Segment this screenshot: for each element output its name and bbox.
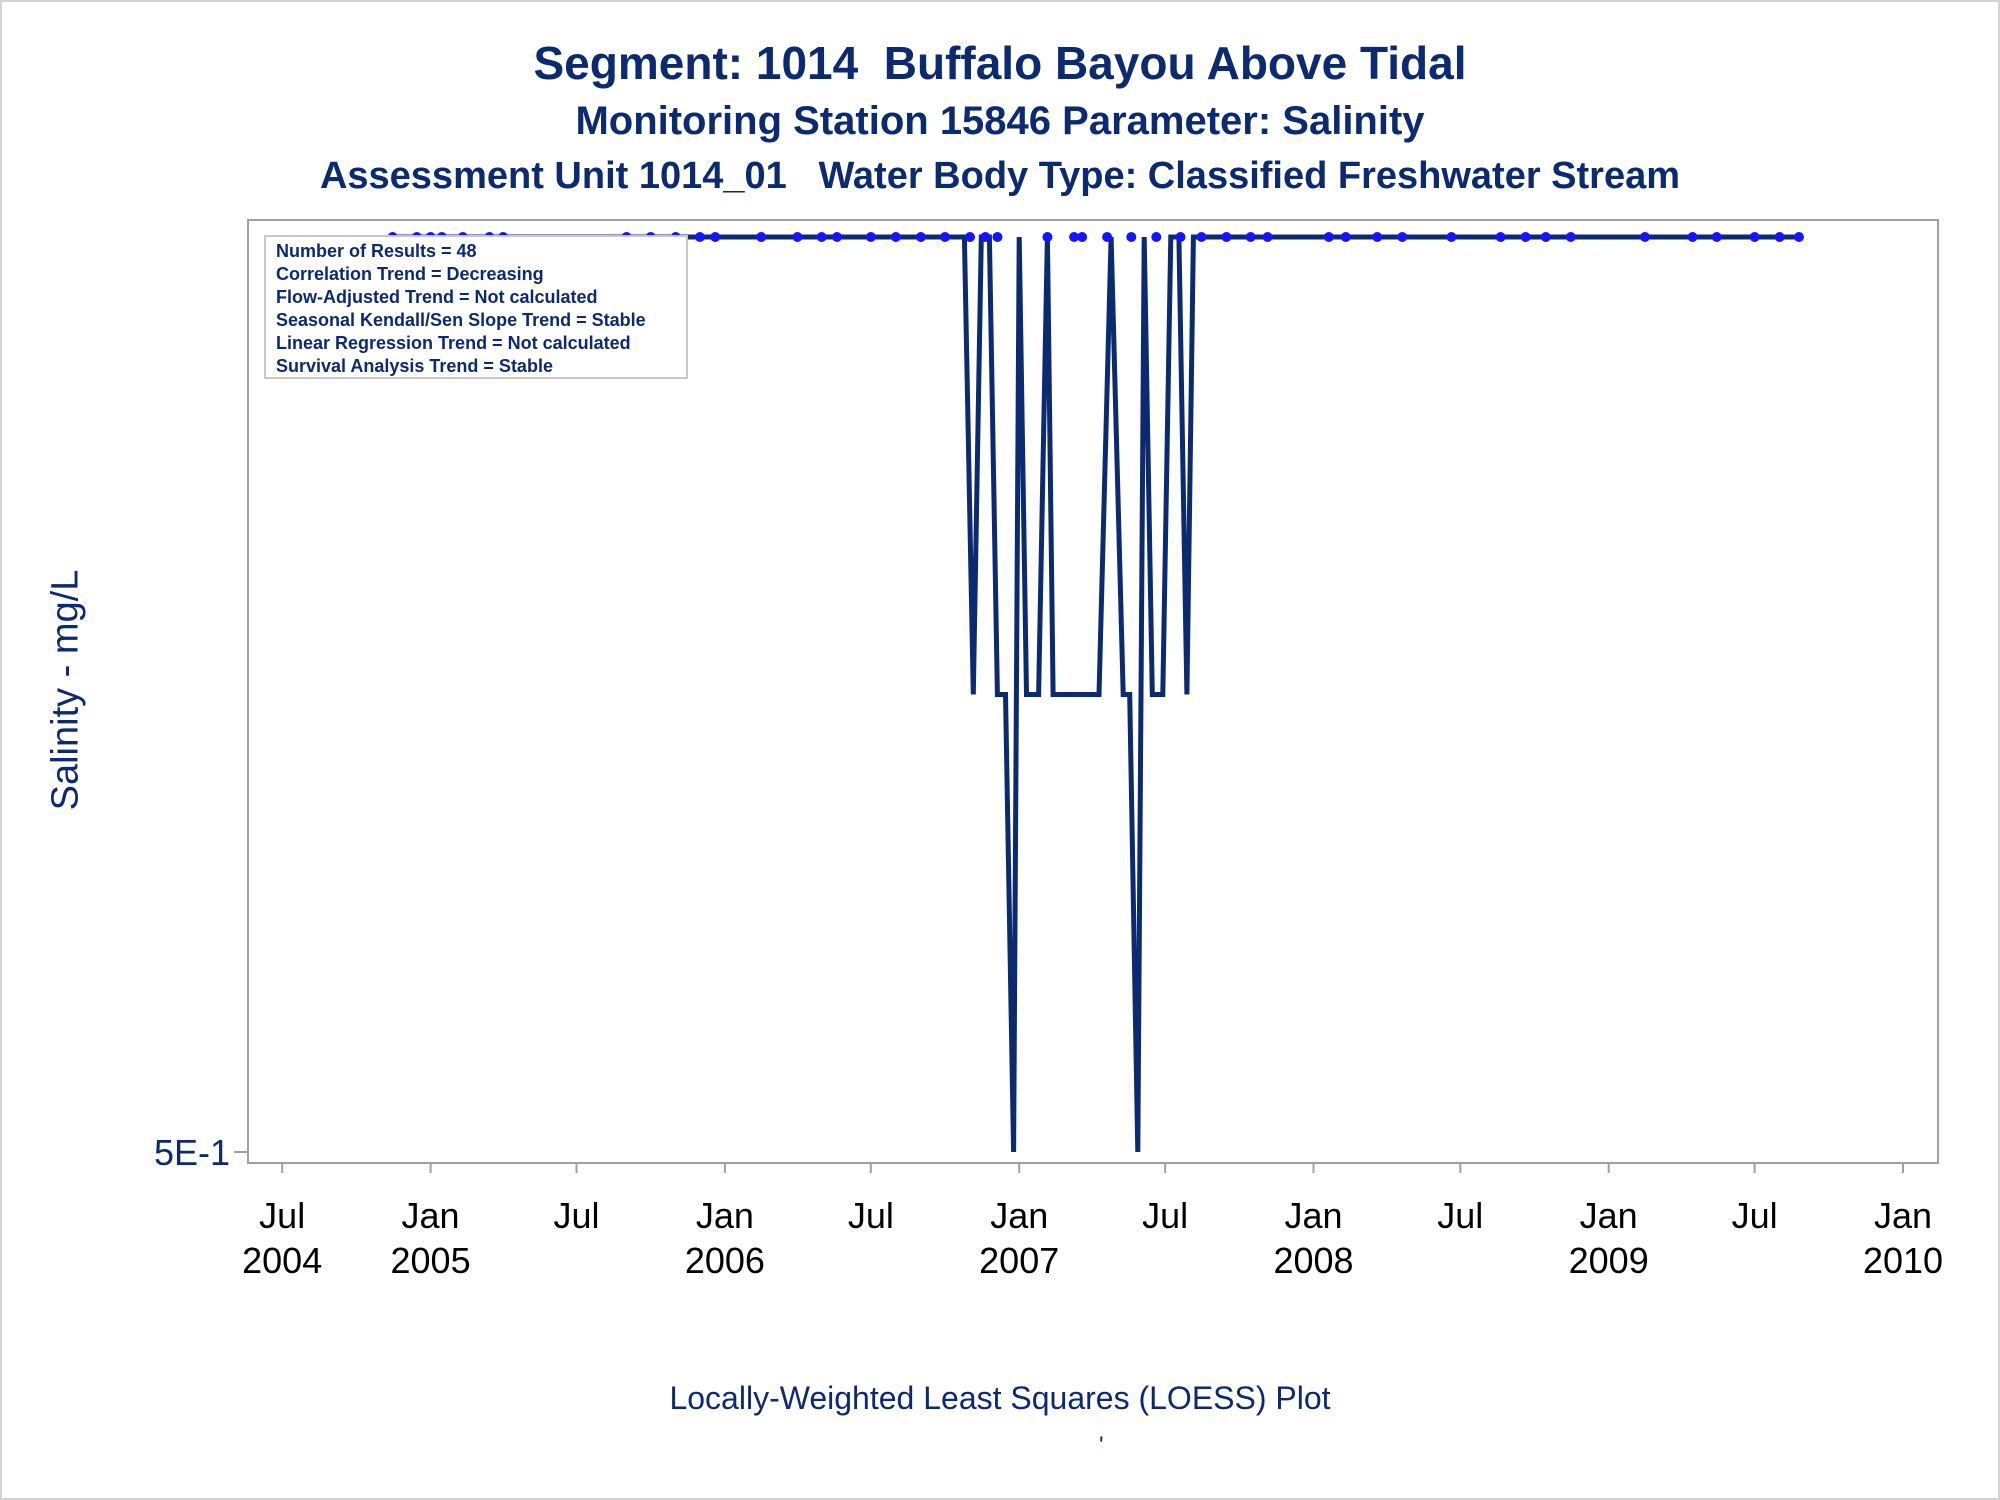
x-tick-label-year-11: 2010	[1863, 1240, 1943, 1281]
info-correlation-trend: Correlation Trend = Decreasing	[276, 264, 544, 284]
x-tick-label-month-10: Jul	[1732, 1195, 1778, 1236]
x-tick-label-year-5: 2007	[979, 1240, 1059, 1281]
data-point	[1540, 232, 1551, 242]
x-tick-label-month-3: Jan	[696, 1195, 754, 1236]
chart-subtitle-assessment: Assessment Unit 1014_01 Water Body Type:…	[319, 155, 1681, 197]
info-number-of-results: Number of Results = 48	[276, 241, 477, 261]
x-tick-label-month-0: Jul	[259, 1195, 305, 1236]
data-point	[1446, 232, 1457, 242]
data-point	[1323, 232, 1334, 242]
data-point	[710, 232, 721, 242]
data-point	[1749, 232, 1760, 242]
data-point	[694, 232, 705, 242]
x-tick-label-year-1: 2005	[391, 1240, 471, 1281]
y-tick-label-0: 5E-1	[154, 1132, 230, 1173]
data-point	[1639, 232, 1650, 242]
data-point	[1196, 232, 1207, 242]
data-point	[792, 232, 803, 242]
info-survival-analysis-trend: Survival Analysis Trend = Stable	[276, 356, 553, 376]
x-tick-label-year-3: 2006	[685, 1240, 765, 1281]
data-point	[1520, 232, 1531, 242]
data-point	[1077, 232, 1088, 242]
data-point	[1262, 232, 1273, 242]
data-point	[1340, 232, 1351, 242]
x-tick-label-month-6: Jul	[1142, 1195, 1188, 1236]
data-point	[831, 232, 842, 242]
data-point	[1372, 232, 1383, 242]
footnote-mark: '	[1099, 1432, 1104, 1459]
loess-line	[392, 234, 1799, 1153]
data-point	[915, 232, 926, 242]
x-tick-label-year-9: 2009	[1569, 1240, 1649, 1281]
data-point	[1565, 232, 1576, 242]
data-point	[816, 232, 827, 242]
data-point	[940, 232, 951, 242]
x-tick-label-month-7: Jan	[1285, 1195, 1343, 1236]
chart-subtitle-station: Monitoring Station 15846 Parameter: Sali…	[575, 99, 1425, 143]
data-point	[1126, 232, 1137, 242]
data-point	[1042, 232, 1053, 242]
data-point	[992, 232, 1003, 242]
plot-area	[247, 219, 1939, 1164]
data-point	[965, 232, 976, 242]
data-point	[1687, 232, 1698, 242]
data-point	[1175, 232, 1186, 242]
data-point	[1774, 232, 1785, 242]
data-point	[1245, 232, 1256, 242]
x-tick-label-month-4: Jul	[848, 1195, 894, 1236]
info-flow-adjusted-trend: Flow-Adjusted Trend = Not calculated	[276, 287, 598, 307]
data-point	[865, 232, 876, 242]
info-seasonal-kendall-trend: Seasonal Kendall/Sen Slope Trend = Stabl…	[276, 310, 646, 330]
x-tick-label-month-11: Jan	[1874, 1195, 1932, 1236]
data-point	[1151, 232, 1162, 242]
trend-summary-box: Number of Results = 48 Correlation Trend…	[264, 235, 688, 379]
x-tick-label-month-1: Jan	[402, 1195, 460, 1236]
data-point	[1221, 232, 1232, 242]
x-tick-label-month-9: Jan	[1580, 1195, 1638, 1236]
data-point	[756, 232, 767, 242]
x-tick-label-month-5: Jan	[990, 1195, 1048, 1236]
data-point	[1102, 232, 1113, 242]
plot-footnote: Locally-Weighted Least Squares (LOESS) P…	[669, 1380, 1331, 1416]
info-linear-regression-trend: Linear Regression Trend = Not calculated	[276, 333, 631, 353]
data-point	[1495, 232, 1506, 242]
x-tick-label-year-7: 2008	[1273, 1240, 1353, 1281]
x-tick-label-year-0: 2004	[242, 1240, 322, 1281]
data-point	[1397, 232, 1408, 242]
data-point	[980, 232, 991, 242]
data-point	[1069, 232, 1080, 242]
chart-title: Segment: 1014 Buffalo Bayou Above Tidal	[533, 37, 1467, 89]
data-point	[1793, 232, 1804, 242]
x-tick-label-month-2: Jul	[554, 1195, 600, 1236]
x-tick-label-month-8: Jul	[1437, 1195, 1483, 1236]
data-point	[890, 232, 901, 242]
data-point	[1711, 232, 1722, 242]
